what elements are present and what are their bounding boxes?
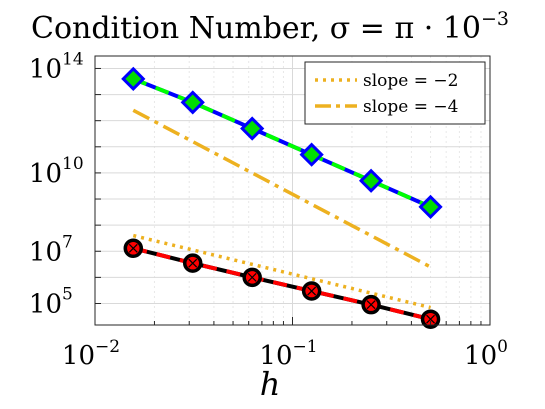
x-tick-label: 10−1 [259, 337, 317, 371]
x-tick-label: 100 [464, 337, 508, 371]
marker-diamond [418, 194, 443, 220]
y-tick-base: 10 [29, 159, 62, 189]
marker-diamond [121, 66, 146, 91]
y-tick-base: 10 [29, 237, 62, 267]
y-tick-base: 10 [29, 289, 62, 319]
x-tick-base: 10 [464, 341, 497, 371]
marker-diamond [180, 90, 205, 115]
series-line-dash-upper [132, 76, 432, 209]
series-line-dash-lower [132, 246, 432, 322]
y-tick-exponent: 10 [62, 154, 84, 174]
y-tick-label: 10 [29, 159, 62, 189]
marker-diamond [299, 142, 324, 167]
series-line-ref-slope-4 [132, 108, 432, 269]
x-tick-exponent: 0 [497, 337, 508, 357]
legend-label: slope = −4 [363, 97, 458, 117]
y-tick-exponent: 5 [62, 284, 73, 304]
marker-diamond [240, 116, 265, 141]
x-tick-exponent: −1 [293, 337, 318, 357]
markers-group [121, 66, 443, 329]
y-tick-label: 10 [29, 237, 62, 267]
marker-cross [307, 286, 317, 296]
marker-cross [247, 272, 257, 282]
x-tick-exponent: −2 [95, 337, 120, 357]
x-axis-label: h [260, 365, 281, 403]
x-tick-base: 10 [62, 341, 95, 371]
series-line-ref-slope-2 [132, 233, 431, 310]
legend: slope = −2 slope = −4 [304, 61, 486, 125]
y-tick-label: 10 [29, 54, 62, 84]
marker-cross [188, 258, 198, 268]
chart-title: Condition Number, σ = π · 10−3 [31, 8, 509, 46]
x-tick-label: 10−2 [62, 337, 120, 371]
y-tick-base: 10 [29, 54, 62, 84]
marker-cross [128, 243, 138, 253]
x-tick-base: 10 [259, 341, 292, 371]
marker-cross [366, 300, 376, 310]
marker-cross [426, 314, 435, 324]
y-tick-exponent: 7 [62, 232, 73, 252]
legend-label: slope = −2 [363, 71, 458, 91]
y-tick-exponent: 14 [62, 49, 84, 69]
chart-title-main: Condition Number, σ = π · 10 [31, 11, 481, 46]
marker-diamond [358, 168, 384, 193]
tick-marks [94, 67, 482, 325]
legend-box [304, 61, 486, 125]
y-tick-label: 10 [29, 289, 62, 319]
series-group [132, 76, 432, 322]
chart-title-exponent: −3 [481, 8, 509, 30]
